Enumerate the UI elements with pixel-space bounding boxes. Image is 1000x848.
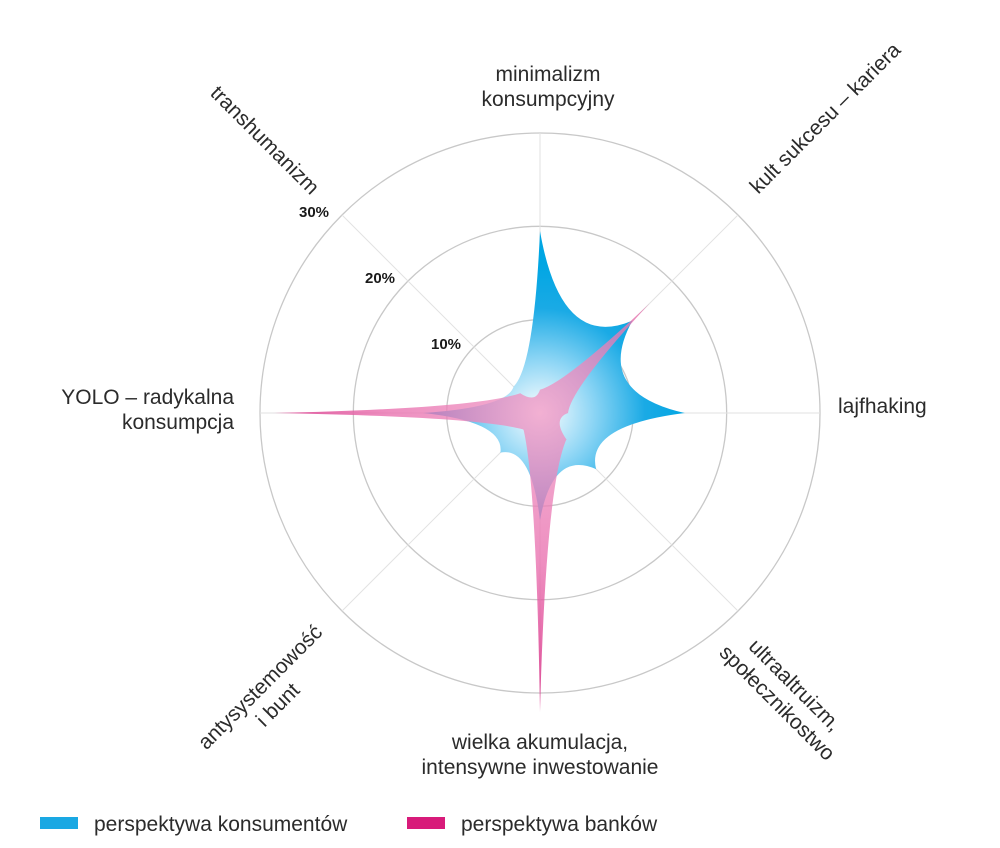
legend-label: perspektywa banków <box>461 813 658 836</box>
axis-label: ultraaltruizm,społecznikostwo <box>715 635 845 765</box>
axis-label-line: transhumanizm <box>206 82 324 200</box>
axis-label-line: intensywne inwestowanie <box>422 756 659 779</box>
axis-label-line: konsumpcyjny <box>481 88 615 111</box>
tick-label: 30% <box>299 204 329 221</box>
series-area-banks <box>274 304 649 712</box>
axis-label-line: minimalizm <box>496 63 601 86</box>
axis-label-line: YOLO – radykalna <box>61 386 234 409</box>
axis-label-line: wielka akumulacja, <box>451 731 628 754</box>
axis-label-line: lajfhaking <box>838 395 927 418</box>
legend-swatch <box>40 817 78 829</box>
tick-label: 10% <box>431 336 461 353</box>
chart-legend: perspektywa konsumentów perspektywa bankó… <box>40 813 658 836</box>
series-area-consumers <box>423 231 685 521</box>
axis-label: wielka akumulacja,intensywne inwestowani… <box>422 731 659 779</box>
axis-label-line: konsumpcja <box>122 411 234 434</box>
radar-series <box>273 230 685 712</box>
axis-label-line: antysystemowość <box>194 621 327 754</box>
axis-label-line: kult sukcesu – kariera <box>745 38 905 198</box>
axis-spoke <box>341 214 541 414</box>
legend-swatch <box>407 817 445 829</box>
axis-label: transhumanizm <box>206 82 324 200</box>
tick-label: 20% <box>365 270 395 287</box>
radar-tick-labels: 10% 20% 30% <box>299 204 461 353</box>
legend-label: perspektywa konsumentów <box>94 813 348 836</box>
axis-label: lajfhaking <box>838 395 927 418</box>
axis-label: kult sukcesu – kariera <box>745 38 905 198</box>
